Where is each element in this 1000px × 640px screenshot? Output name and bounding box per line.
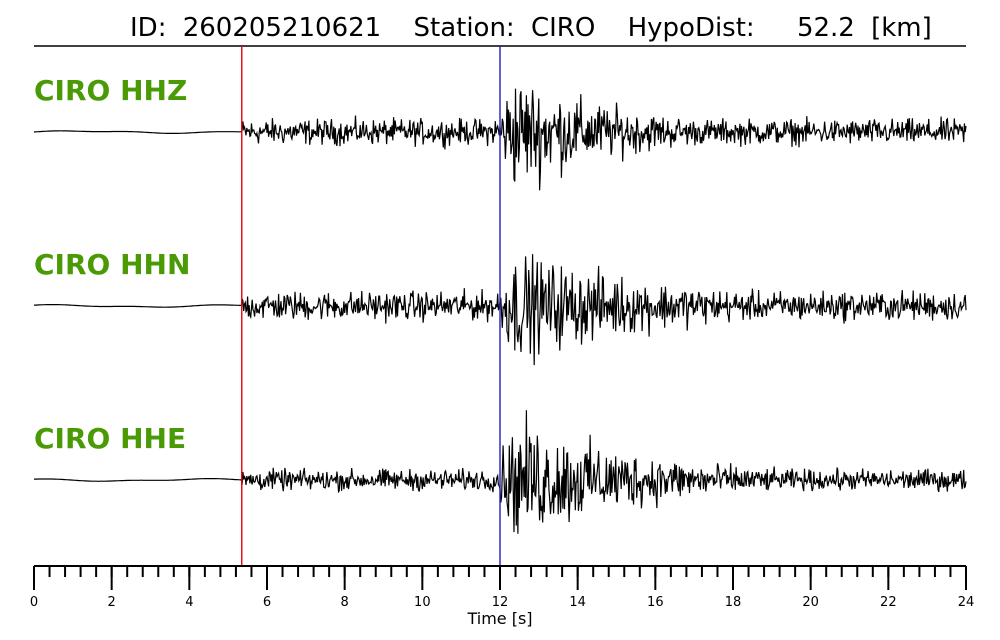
hypodist-unit: [km] (871, 13, 932, 43)
tick-label: 10 (414, 595, 431, 610)
tick-label: 16 (647, 595, 664, 610)
trace-label-hhz: CIRO HHZ (34, 74, 187, 107)
figure-title: ID: 260205210621 Station: CIRO HypoDist:… (130, 13, 932, 43)
tick-label: 22 (880, 595, 897, 610)
id-label: ID: (130, 13, 166, 43)
tick-label: 20 (802, 595, 819, 610)
station-label: Station: (414, 13, 515, 43)
time-axis: 0 2 4 6 8 10 12 14 16 18 20 22 24 (30, 565, 975, 610)
event-id: 260205210621 (183, 13, 382, 43)
tick-label: 18 (725, 595, 742, 610)
hypodist-label: HypoDist: (628, 13, 755, 43)
tick-label: 24 (958, 595, 975, 610)
tick-label: 4 (185, 595, 193, 610)
station-name: CIRO (531, 13, 595, 43)
x-axis-label: Time [s] (466, 609, 532, 628)
tick-label: 0 (30, 595, 38, 610)
trace-label-hhn: CIRO HHN (34, 248, 190, 281)
hypodist-value: 52.2 (797, 13, 855, 43)
tick-label: 2 (108, 595, 116, 610)
tick-label: 14 (569, 595, 586, 610)
tick-label: 6 (263, 595, 271, 610)
tick-label: 12 (492, 595, 509, 610)
trace-label-hhe: CIRO HHE (34, 422, 186, 455)
pick-lines (241, 46, 501, 566)
tick-label: 8 (341, 595, 349, 610)
